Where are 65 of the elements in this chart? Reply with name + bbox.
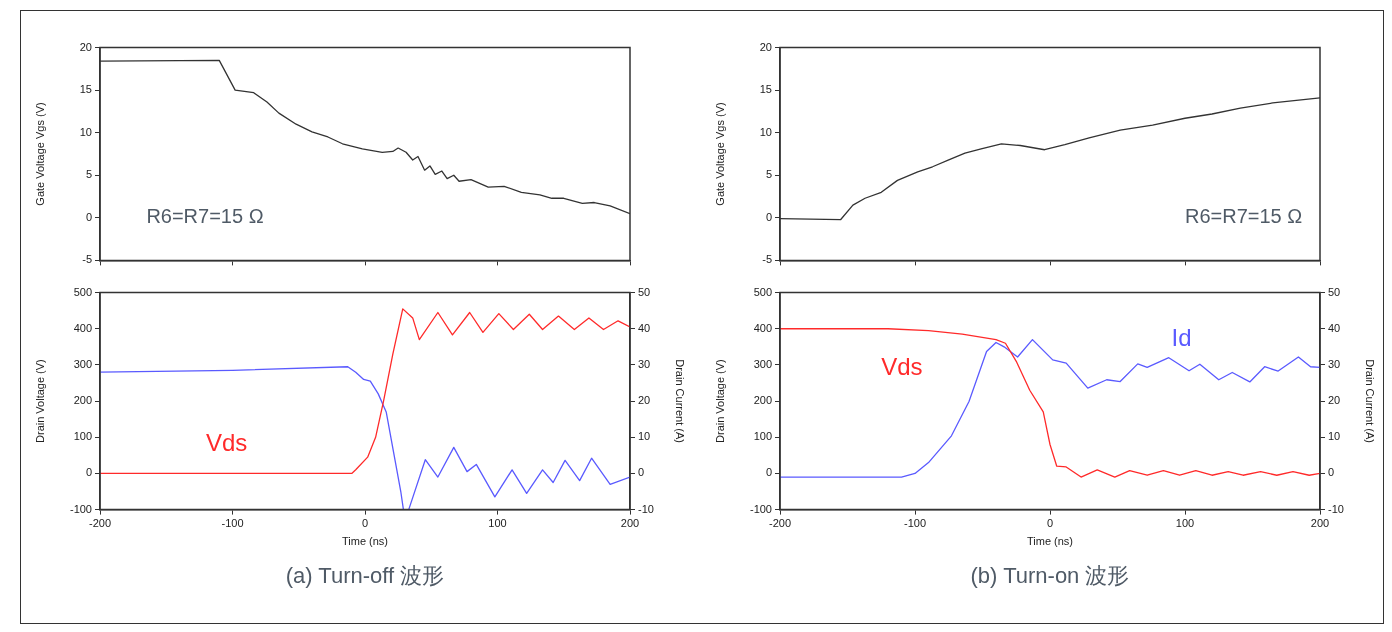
text: (a) Turn-off 波形 xyxy=(284,562,446,590)
y-tick-label: 20 xyxy=(759,40,772,53)
y-tick-label: 5 xyxy=(765,168,772,181)
y-tick-label: 100 xyxy=(753,430,772,443)
y-tick-label: -5 xyxy=(82,253,92,266)
y2-tick-label: 50 xyxy=(1328,285,1341,298)
y-tick-label: 300 xyxy=(753,357,772,370)
y2-axis-title: Drain Current (A) xyxy=(1364,359,1377,443)
y2-tick-label: 50 xyxy=(638,285,651,298)
y2-tick-label: -10 xyxy=(638,502,654,515)
y2-tick-label: -10 xyxy=(1328,502,1344,515)
y2-tick-label: 40 xyxy=(638,321,651,334)
x-tick-label: 200 xyxy=(620,517,640,530)
y2-tick-label: 10 xyxy=(638,430,651,443)
y-tick-label: 200 xyxy=(73,394,92,407)
y-tick-label: 20 xyxy=(79,40,92,53)
x-tick-label: -100 xyxy=(903,517,927,530)
annotation: R6=R7=15 Ω xyxy=(1185,205,1303,228)
y-tick-label: 10 xyxy=(79,125,92,138)
x-tick-label: 100 xyxy=(488,517,507,530)
x-tick-label: 0 xyxy=(361,517,369,530)
annotation: R6=R7=15 Ω xyxy=(146,205,264,228)
x-tick-label: 100 xyxy=(1175,517,1195,530)
y-tick-label: -100 xyxy=(749,502,772,515)
y-tick-label: 10 xyxy=(759,125,772,138)
y-tick-label: 500 xyxy=(753,285,772,298)
x-tick-label: -100 xyxy=(221,517,244,530)
text: (b) Turn-on 波形 xyxy=(969,562,1131,590)
y-tick-label: 300 xyxy=(73,357,92,370)
x-tick-label: -200 xyxy=(88,517,112,530)
y-tick-label: 500 xyxy=(73,285,92,298)
y2-tick-label: 40 xyxy=(1328,321,1341,334)
x-axis-title: Time (ns) xyxy=(341,535,389,548)
y-tick-label: 15 xyxy=(759,83,772,96)
y-tick-label: -100 xyxy=(69,502,92,515)
y2-tick-label: 20 xyxy=(638,394,651,407)
y-tick-label: 5 xyxy=(85,168,92,181)
series-label: Id xyxy=(1171,324,1192,352)
y-tick-label: 0 xyxy=(765,210,772,223)
y-tick-label: -5 xyxy=(762,253,772,266)
y2-tick-label: 20 xyxy=(1328,394,1341,407)
x-tick-label: 0 xyxy=(1046,517,1054,530)
y2-tick-label: 10 xyxy=(1328,430,1341,443)
y2-axis-title: Drain Current (A) xyxy=(674,359,687,443)
y-tick-label: 15 xyxy=(79,83,92,96)
y2-tick-label: 30 xyxy=(1328,357,1341,370)
y-axis-title: Drain Voltage (V) xyxy=(33,359,46,443)
x-tick-label: -200 xyxy=(768,517,792,530)
y-tick-label: 400 xyxy=(753,321,772,334)
series-label: Vds xyxy=(206,429,248,457)
y-tick-label: 0 xyxy=(765,466,772,479)
y2-tick-label: 0 xyxy=(1328,466,1335,479)
y-axis-title: Drain Voltage (V) xyxy=(713,359,726,443)
x-axis-title: Time (ns) xyxy=(1026,535,1074,548)
y2-tick-label: 0 xyxy=(638,466,645,479)
series-label: Vds xyxy=(881,353,923,381)
y-tick-label: 100 xyxy=(73,430,92,443)
x-tick-label: 200 xyxy=(1310,517,1330,530)
y-tick-label: 0 xyxy=(85,210,92,223)
y-tick-label: 200 xyxy=(753,394,772,407)
y2-tick-label: 30 xyxy=(638,357,651,370)
y-axis-title: Gate Voltage Vgs (V) xyxy=(33,102,46,206)
y-tick-label: 400 xyxy=(73,321,92,334)
y-axis-title: Gate Voltage Vgs (V) xyxy=(713,102,726,206)
y-tick-label: 0 xyxy=(85,466,92,479)
